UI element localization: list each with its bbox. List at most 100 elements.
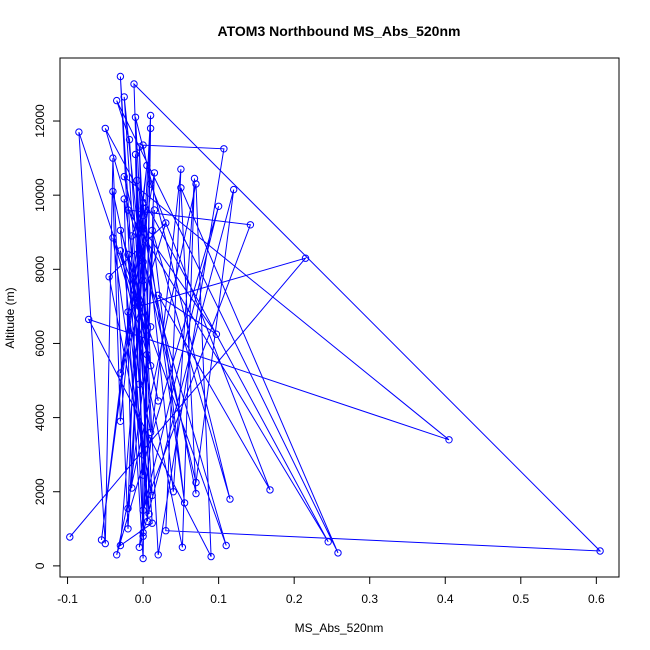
x-axis: -0.1 0.0 0.1 0.2 0.3 0.4 0.5 0.6	[57, 576, 605, 606]
data-point	[124, 525, 132, 533]
data-point	[139, 276, 147, 285]
data-point	[143, 350, 151, 359]
data-point	[150, 169, 159, 177]
data-point	[128, 232, 136, 240]
data-point	[135, 143, 144, 151]
x-tick-label: 0.3	[361, 592, 378, 606]
data-point	[124, 308, 132, 316]
data-point	[105, 273, 113, 281]
data-point	[139, 204, 147, 212]
data-point	[146, 124, 155, 133]
data-point	[596, 547, 604, 555]
data-point	[143, 161, 151, 170]
x-axis-label: MS_Abs_520nm	[295, 621, 384, 635]
y-axis: 0 2000 4000 6000 8000 10000 12000	[33, 104, 61, 569]
y-tick-label: 6000	[33, 330, 47, 357]
data-point	[230, 185, 238, 194]
data-point	[192, 180, 200, 188]
data-point	[139, 532, 147, 540]
x-tick-label: -0.1	[57, 592, 78, 606]
data-point	[146, 180, 155, 188]
data-point	[145, 510, 153, 518]
data-point	[109, 154, 117, 162]
data-point	[334, 549, 342, 557]
series-path	[69, 76, 602, 559]
data-point	[120, 93, 128, 101]
data-point	[148, 226, 156, 235]
x-tick-label: 0.1	[210, 592, 227, 606]
data-point	[139, 141, 147, 149]
data-point	[109, 234, 117, 242]
data-point	[130, 80, 138, 88]
data-point	[177, 184, 185, 192]
data-point	[154, 291, 162, 299]
data-point	[266, 486, 274, 494]
chart-title: ATOM3 Northbound MS_Abs_520nm	[218, 23, 461, 39]
y-tick-label: 10000	[33, 178, 47, 212]
data-point	[131, 299, 140, 307]
data-point	[139, 258, 147, 266]
data-point	[109, 187, 117, 196]
data-point	[120, 195, 128, 203]
data-point	[222, 541, 230, 550]
data-point	[75, 128, 83, 136]
data-point	[135, 380, 144, 388]
data-point	[226, 495, 234, 503]
data-point	[192, 478, 200, 487]
data-point	[124, 250, 132, 259]
data-point	[116, 417, 125, 425]
data-point	[220, 145, 228, 153]
data-point	[148, 519, 156, 527]
data-point	[85, 315, 93, 324]
data-point	[139, 506, 147, 514]
data-point	[192, 489, 200, 498]
y-tick-label: 0	[33, 562, 47, 569]
y-axis-label: Altitude (m)	[3, 287, 17, 348]
data-point	[139, 528, 147, 537]
x-tick-label: 0.0	[135, 592, 152, 606]
x-tick-label: 0.2	[286, 592, 303, 606]
data-point	[162, 527, 170, 535]
data-point	[125, 135, 134, 144]
data-point	[146, 323, 155, 331]
data-point	[97, 536, 106, 544]
data-point	[143, 332, 151, 340]
data-point	[445, 436, 453, 444]
data-point	[135, 543, 144, 551]
y-tick-label: 2000	[33, 478, 47, 505]
data-point	[190, 174, 199, 183]
data-point	[246, 221, 255, 229]
data-point	[116, 247, 125, 255]
data-point	[154, 551, 162, 559]
data-point	[154, 397, 162, 405]
data-point	[128, 484, 136, 492]
data-point	[324, 538, 332, 546]
y-tick-label: 4000	[33, 404, 47, 431]
data-point	[116, 369, 125, 377]
series-line	[69, 76, 602, 559]
data-point	[101, 124, 110, 133]
x-tick-label: 0.6	[588, 592, 605, 606]
data-point	[120, 172, 128, 181]
data-point	[116, 541, 125, 550]
data-point	[146, 428, 155, 437]
y-tick-label: 8000	[33, 256, 47, 283]
data-point	[301, 254, 310, 262]
data-point	[139, 451, 147, 459]
data-point	[124, 504, 132, 513]
data-point	[124, 206, 132, 214]
data-point	[113, 551, 121, 559]
data-point	[146, 362, 155, 370]
data-point	[66, 533, 74, 541]
data-point	[133, 176, 141, 185]
x-tick-label: 0.5	[512, 592, 529, 606]
data-point	[178, 543, 187, 551]
data-point	[139, 554, 147, 563]
series-points	[66, 72, 604, 563]
x-tick-label: 0.4	[437, 592, 454, 606]
data-point	[180, 499, 189, 507]
data-point	[212, 330, 221, 338]
data-point	[207, 552, 215, 561]
